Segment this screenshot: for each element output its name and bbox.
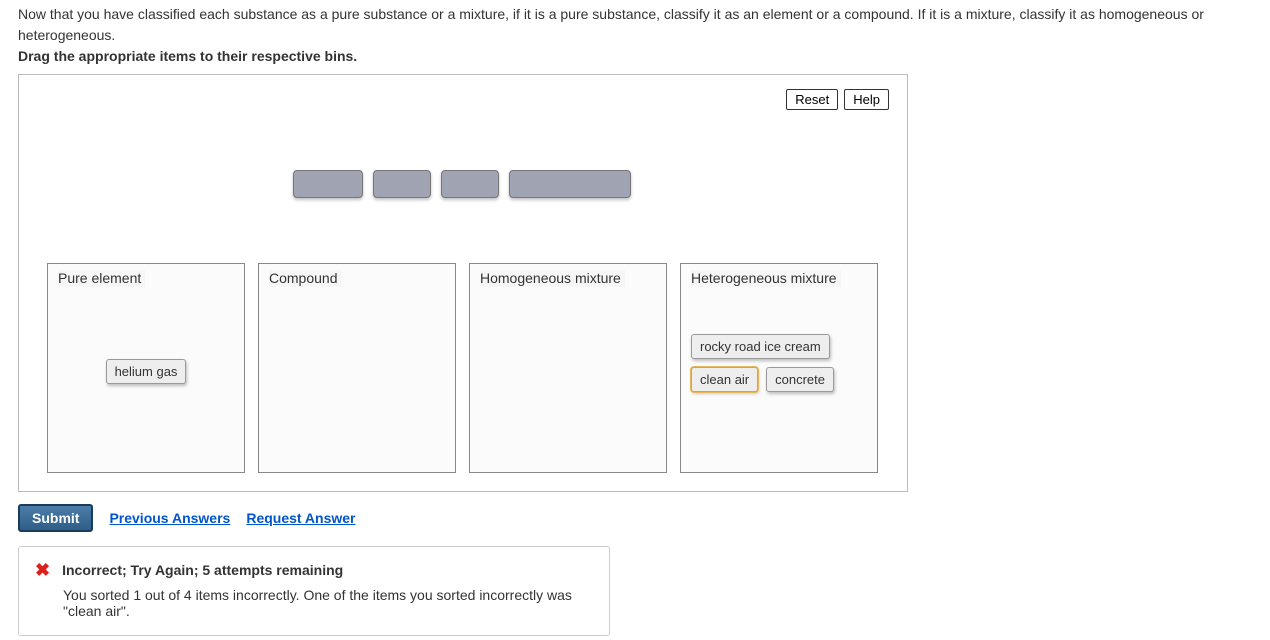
bin-label: Compound: [269, 270, 342, 287]
ghost-item[interactable]: [441, 170, 499, 198]
incorrect-icon: ✖: [35, 561, 50, 579]
chip-helium-gas[interactable]: helium gas: [106, 359, 187, 384]
bin-chips-area: rocky road ice cream clean air concrete: [691, 334, 867, 392]
actions-row: Submit Previous Answers Request Answer: [18, 504, 1252, 532]
feedback-detail: You sorted 1 out of 4 items incorrectly.…: [63, 587, 593, 619]
bin-heterogeneous[interactable]: Heterogeneous mixture rocky road ice cre…: [680, 263, 878, 473]
feedback-header: ✖ Incorrect; Try Again; 5 attempts remai…: [35, 561, 593, 579]
chip-clean-air[interactable]: clean air: [691, 367, 758, 392]
reset-button[interactable]: Reset: [786, 89, 838, 110]
chip-concrete[interactable]: concrete: [766, 367, 834, 392]
ghost-item[interactable]: [509, 170, 631, 198]
chip-rocky-road[interactable]: rocky road ice cream: [691, 334, 830, 359]
ghost-item[interactable]: [293, 170, 363, 198]
ghost-item[interactable]: [373, 170, 431, 198]
bin-label: Pure element: [58, 270, 145, 287]
intro-text: Now that you have classified each substa…: [18, 4, 1252, 46]
help-button[interactable]: Help: [844, 89, 889, 110]
source-items-row: [293, 170, 889, 198]
bin-homogeneous[interactable]: Homogeneous mixture: [469, 263, 667, 473]
feedback-box: ✖ Incorrect; Try Again; 5 attempts remai…: [18, 546, 610, 636]
bin-chips-area: helium gas: [58, 359, 234, 384]
drag-drop-workspace: Reset Help Pure element helium gas Compo…: [18, 74, 908, 492]
submit-button[interactable]: Submit: [18, 504, 93, 532]
previous-answers-link[interactable]: Previous Answers: [109, 510, 230, 526]
feedback-title: Incorrect; Try Again; 5 attempts remaini…: [62, 562, 343, 578]
drag-instructions: Drag the appropriate items to their resp…: [18, 48, 1252, 64]
bin-pure-element[interactable]: Pure element helium gas: [47, 263, 245, 473]
bins-row: Pure element helium gas Compound Homogen…: [47, 263, 889, 473]
bin-label: Homogeneous mixture: [480, 270, 625, 287]
bin-label: Heterogeneous mixture: [691, 270, 841, 287]
bin-compound[interactable]: Compound: [258, 263, 456, 473]
request-answer-link[interactable]: Request Answer: [246, 510, 355, 526]
workspace-toolbar: Reset Help: [37, 89, 889, 110]
